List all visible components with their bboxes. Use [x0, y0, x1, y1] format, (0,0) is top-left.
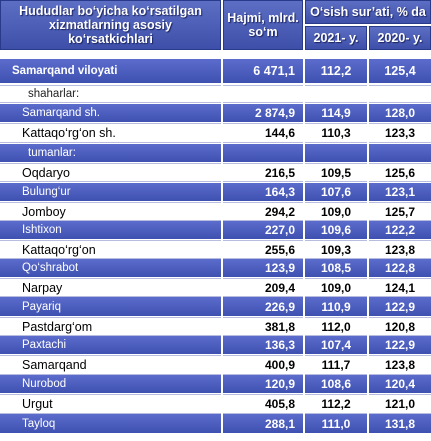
header-year-2020: 2020- y. [369, 26, 431, 50]
row-name: shaharlar: [0, 85, 221, 103]
row-growth-2021: 108,5 [305, 259, 367, 277]
row-volume: 164,3 [223, 183, 303, 201]
row-volume: 123,9 [223, 259, 303, 277]
row-volume: 381,8 [223, 317, 303, 336]
row-growth-2021: 111,0 [305, 414, 367, 433]
row-growth-2021: 107,4 [305, 336, 367, 354]
row-growth-2020: 122,9 [369, 336, 431, 354]
table-row: Urgut 405,8 112,2 121,0 [0, 394, 431, 414]
table-row: Oqdaryo 216,5 109,5 125,6 [0, 163, 431, 182]
row-volume: 136,3 [223, 336, 303, 354]
row-growth-2021: 112,0 [305, 317, 367, 336]
table-row: Bulung‘ur 164,3 107,6 123,1 [0, 183, 431, 201]
row-name: Bulung‘ur [0, 183, 221, 201]
row-growth-2021: 109,0 [305, 278, 367, 297]
row-name: Qo‘shrabot [0, 259, 221, 277]
row-growth-2020: 123,8 [369, 355, 431, 375]
row-growth-2020: 131,8 [369, 414, 431, 433]
header-volume: Hajmi, mlrd. so‘m [223, 0, 303, 50]
row-growth-2021: 110,9 [305, 297, 367, 316]
row-growth-2020: 122,2 [369, 221, 431, 239]
table-row: Payariq 226,9 110,9 122,9 [0, 297, 431, 316]
table-row-total: Samarqand viloyati 6 471,1 112,2 125,4 [0, 59, 431, 83]
table-row: Nurobod 120,9 108,6 120,4 [0, 375, 431, 393]
header-growth-rate: O‘sish sur’ati, % da [305, 0, 431, 24]
row-growth-2021: 109,6 [305, 221, 367, 239]
row-growth-2020: 125,7 [369, 202, 431, 221]
row-growth-2021: 112,2 [305, 59, 367, 83]
table-row: Kattaqo‘rg‘on sh. 144,6 110,3 123,3 [0, 123, 431, 143]
row-volume: 2 874,9 [223, 104, 303, 122]
table-row: Kattaqo‘rg‘on 255,6 109,3 123,8 [0, 240, 431, 259]
table-row: Samarqand 400,9 111,7 123,8 [0, 355, 431, 375]
row-growth-2021: 110,3 [305, 123, 367, 143]
table-row: Narpay 209,4 109,0 124,1 [0, 278, 431, 297]
table-row: Paxtachi 136,3 107,4 122,9 [0, 336, 431, 354]
section-label-districts: tumanlar: [0, 144, 431, 162]
table-row: Qo‘shrabot 123,9 108,5 122,8 [0, 259, 431, 277]
row-growth-2020: 123,8 [369, 240, 431, 259]
row-growth-2020: 124,1 [369, 278, 431, 297]
row-volume: 255,6 [223, 240, 303, 259]
row-growth-2020: 120,8 [369, 317, 431, 336]
row-growth-2021: 112,2 [305, 394, 367, 414]
table-row: Pastdarg‘om 381,8 112,0 120,8 [0, 317, 431, 336]
row-growth-2020: 122,9 [369, 297, 431, 316]
row-name: Samarqand sh. [0, 104, 221, 122]
row-growth-2020: 121,0 [369, 394, 431, 414]
row-growth-2020: 122,8 [369, 259, 431, 277]
row-name: Samarqand viloyati [0, 59, 221, 83]
row-growth-2021: 107,6 [305, 183, 367, 201]
row-growth-2021: 109,5 [305, 163, 367, 182]
row-growth-2020: 125,4 [369, 59, 431, 83]
row-volume: 227,0 [223, 221, 303, 239]
row-name: Jomboy [0, 202, 221, 221]
row-volume: 226,9 [223, 297, 303, 316]
row-growth-2021: 108,6 [305, 375, 367, 393]
row-growth-2021: 109,0 [305, 202, 367, 221]
row-name: Paxtachi [0, 336, 221, 354]
row-volume: 120,9 [223, 375, 303, 393]
section-label-cities: shaharlar: [0, 85, 431, 103]
table-row: Samarqand sh. 2 874,9 114,9 128,0 [0, 104, 431, 122]
header-region-name: Hududlar bo‘yicha ko‘rsatilgan xizmatlar… [0, 0, 221, 50]
row-growth-2021: 109,3 [305, 240, 367, 259]
row-volume: 144,6 [223, 123, 303, 143]
row-name: Ishtixon [0, 221, 221, 239]
row-name: Samarqand [0, 355, 221, 375]
row-growth-2020: 123,1 [369, 183, 431, 201]
row-name: Payariq [0, 297, 221, 316]
row-growth-2020: 123,3 [369, 123, 431, 143]
row-volume: 209,4 [223, 278, 303, 297]
row-volume: 216,5 [223, 163, 303, 182]
row-volume: 288,1 [223, 414, 303, 433]
row-volume: 6 471,1 [223, 59, 303, 83]
row-name: Urgut [0, 394, 221, 414]
row-name: Pastdarg‘om [0, 317, 221, 336]
row-volume: 400,9 [223, 355, 303, 375]
table-row: Jomboy 294,2 109,0 125,7 [0, 202, 431, 221]
table-row: Ishtixon 227,0 109,6 122,2 [0, 221, 431, 239]
table-row: Tayloq 288,1 111,0 131,8 [0, 414, 431, 433]
row-growth-2020: 125,6 [369, 163, 431, 182]
row-growth-2020: 120,4 [369, 375, 431, 393]
row-name: tumanlar: [0, 144, 221, 162]
row-volume: 294,2 [223, 202, 303, 221]
row-name: Oqdaryo [0, 163, 221, 182]
header-year-2021: 2021- y. [305, 26, 367, 50]
row-volume: 405,8 [223, 394, 303, 414]
row-growth-2021: 111,7 [305, 355, 367, 375]
row-growth-2021: 114,9 [305, 104, 367, 122]
row-name: Tayloq [0, 414, 221, 433]
row-name: Nurobod [0, 375, 221, 393]
row-name: Narpay [0, 278, 221, 297]
row-name: Kattaqo‘rg‘on sh. [0, 123, 221, 143]
row-name: Kattaqo‘rg‘on [0, 240, 221, 259]
row-growth-2020: 128,0 [369, 104, 431, 122]
